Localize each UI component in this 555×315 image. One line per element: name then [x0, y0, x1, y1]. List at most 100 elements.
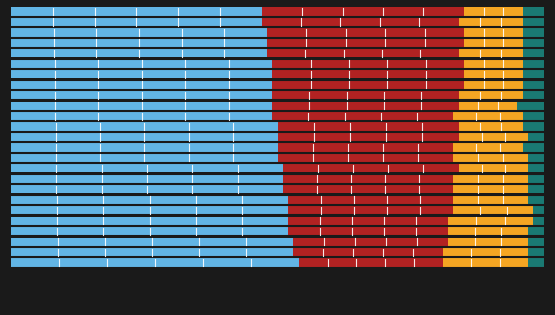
Bar — [283, 175, 453, 183]
Bar — [443, 248, 528, 256]
Bar — [528, 175, 544, 183]
Bar — [288, 217, 448, 225]
Bar — [278, 143, 453, 152]
Bar — [294, 238, 448, 246]
Bar — [11, 81, 272, 89]
Bar — [11, 70, 272, 78]
Bar — [458, 101, 517, 110]
Bar — [11, 238, 294, 246]
Bar — [272, 81, 464, 89]
Bar — [528, 238, 544, 246]
Bar — [523, 60, 544, 68]
Bar — [453, 112, 523, 120]
Bar — [11, 112, 272, 120]
Bar — [288, 206, 453, 214]
Bar — [523, 91, 544, 99]
Bar — [448, 217, 533, 225]
Bar — [528, 133, 544, 141]
Bar — [528, 154, 544, 162]
Bar — [11, 258, 299, 266]
Bar — [453, 185, 528, 193]
Bar — [11, 164, 283, 173]
Bar — [267, 49, 458, 57]
Bar — [11, 39, 267, 47]
Bar — [523, 39, 544, 47]
Bar — [523, 143, 544, 152]
Bar — [528, 196, 544, 204]
Bar — [523, 8, 544, 16]
Bar — [267, 39, 464, 47]
Bar — [458, 164, 528, 173]
Bar — [288, 227, 448, 235]
Bar — [458, 49, 523, 57]
Bar — [528, 227, 544, 235]
Bar — [453, 175, 528, 183]
Bar — [11, 91, 272, 99]
Bar — [11, 175, 283, 183]
Bar — [11, 185, 283, 193]
Bar — [278, 133, 458, 141]
Bar — [464, 39, 523, 47]
Bar — [523, 70, 544, 78]
Bar — [458, 18, 523, 26]
Bar — [294, 248, 443, 256]
Bar — [11, 28, 267, 37]
Bar — [523, 81, 544, 89]
Bar — [523, 112, 544, 120]
Bar — [11, 49, 267, 57]
Bar — [528, 164, 544, 173]
Bar — [517, 101, 544, 110]
Bar — [261, 8, 464, 16]
Bar — [11, 101, 272, 110]
Bar — [533, 217, 544, 225]
Bar — [288, 196, 453, 204]
Bar — [533, 206, 544, 214]
Bar — [11, 143, 278, 152]
Bar — [448, 227, 528, 235]
Bar — [11, 248, 294, 256]
Bar — [272, 91, 458, 99]
Bar — [11, 154, 278, 162]
Bar — [11, 206, 288, 214]
Bar — [464, 70, 523, 78]
Bar — [464, 81, 523, 89]
Bar — [283, 164, 458, 173]
Bar — [11, 227, 288, 235]
Bar — [267, 28, 464, 37]
Bar — [11, 217, 288, 225]
Bar — [11, 8, 261, 16]
Bar — [272, 112, 453, 120]
Bar — [11, 60, 272, 68]
Bar — [272, 70, 464, 78]
Bar — [11, 123, 278, 131]
Bar — [11, 133, 278, 141]
Bar — [458, 91, 523, 99]
Bar — [453, 143, 523, 152]
Bar — [523, 18, 544, 26]
Bar — [464, 8, 523, 16]
Bar — [272, 60, 464, 68]
Bar — [11, 18, 261, 26]
Bar — [523, 49, 544, 57]
Bar — [448, 238, 528, 246]
Bar — [299, 258, 443, 266]
Bar — [464, 28, 523, 37]
Bar — [458, 123, 523, 131]
Bar — [278, 154, 453, 162]
Bar — [11, 196, 288, 204]
Bar — [272, 101, 458, 110]
Bar — [523, 28, 544, 37]
Bar — [528, 185, 544, 193]
Bar — [453, 206, 533, 214]
Bar — [278, 123, 458, 131]
Bar — [528, 248, 544, 256]
Bar — [453, 154, 528, 162]
Bar — [523, 123, 544, 131]
Bar — [283, 185, 453, 193]
Bar — [261, 18, 458, 26]
Bar — [458, 133, 528, 141]
Bar — [464, 60, 523, 68]
Bar — [528, 258, 544, 266]
Bar — [443, 258, 528, 266]
Bar — [453, 196, 528, 204]
